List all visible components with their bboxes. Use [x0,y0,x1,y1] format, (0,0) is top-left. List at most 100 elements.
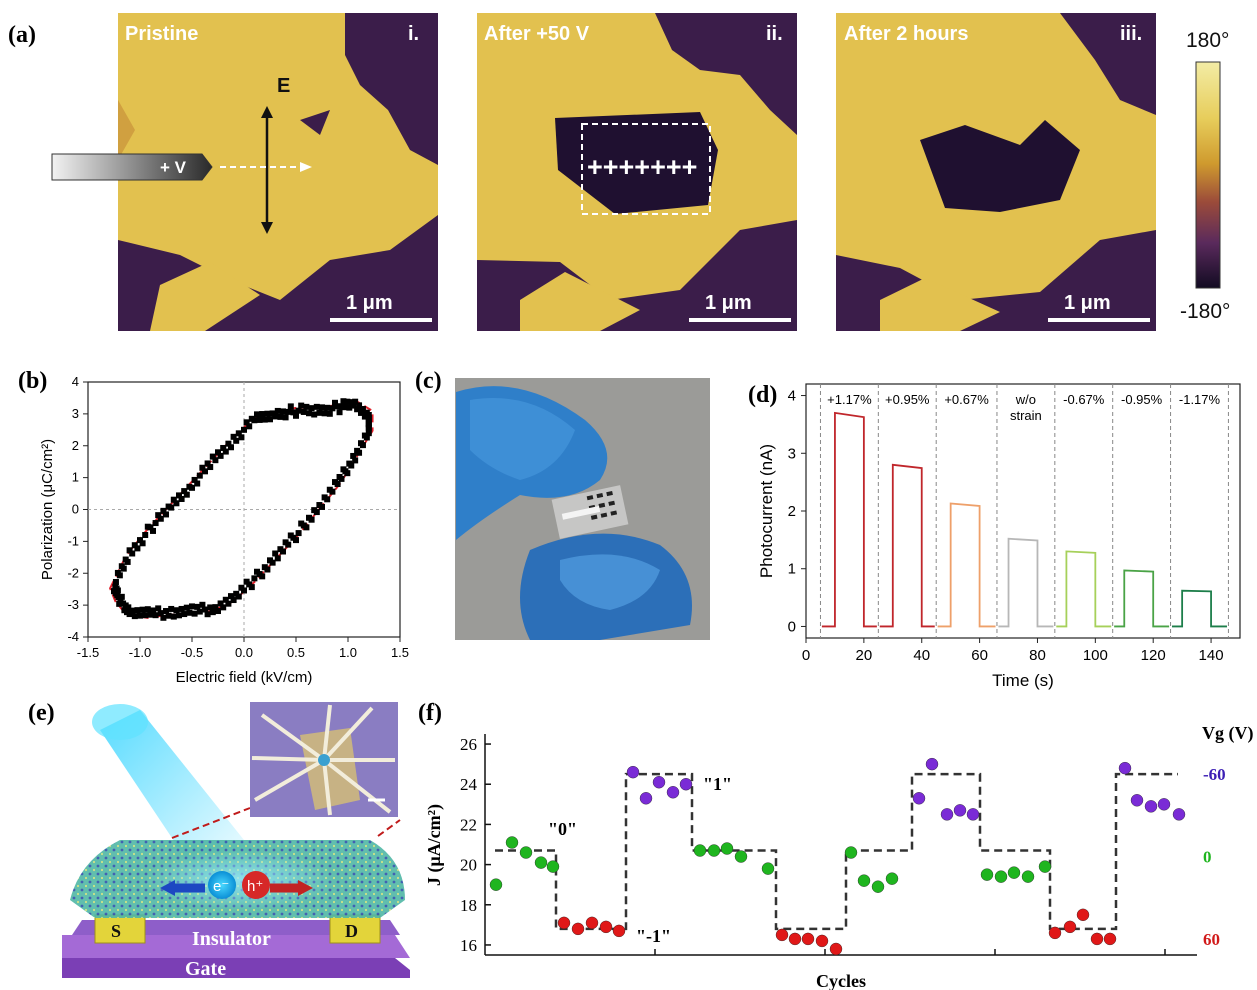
data-point [233,590,240,597]
pfm-title-after-2h: After 2 hours [844,23,968,45]
data-point [170,496,177,503]
data-point [230,597,237,604]
data-point [348,399,355,406]
data-point [251,417,258,424]
data-point [215,449,221,456]
data-point [287,403,294,410]
data-point [272,413,279,420]
data-point [181,611,188,618]
data-point [350,452,357,459]
state-label-minus-one: "-1" [636,926,671,946]
x-tick-label: 0.0 [235,645,253,660]
data-point [885,872,899,885]
data-point [157,515,164,522]
source-electrode [94,914,146,944]
data-point [170,613,177,620]
pfm-index-after-50v: ii. [766,23,783,45]
data-point [612,924,626,938]
y-tick-label: 24 [460,775,478,794]
data-point [137,612,143,619]
probe-tip-label: + V [160,158,187,177]
photocurrent-trace [1056,550,1112,628]
data-point [489,878,503,891]
data-point [940,808,954,821]
data-point [121,607,128,614]
data-point [546,860,560,873]
x-tick-label: 120 [1141,647,1166,664]
data-point [734,850,748,863]
data-point [243,419,250,426]
data-point [829,942,843,956]
x-tick-label: 20 [856,647,873,664]
data-point [147,524,154,531]
y-tick-label: 0 [72,502,79,517]
data-point [350,402,357,409]
data-point [505,836,519,849]
y-tick-label: -4 [67,629,79,644]
data-point [147,611,154,618]
y-tick-label: -1 [67,533,79,548]
data-point [639,792,653,805]
data-point [844,846,858,859]
data-point [254,568,260,575]
hole-label: h⁺ [247,878,263,895]
data-point [220,604,227,611]
strain-label: strain [1010,408,1042,423]
data-point [112,583,119,590]
data-point [599,920,613,934]
data-point [571,922,585,936]
device-schematic: Gate Insulator S D e⁻ h⁺ [62,702,410,980]
data-point [338,403,345,410]
data-point [199,601,206,608]
data-point [261,564,268,571]
insulator-layer [72,920,400,935]
data-point [124,558,131,565]
data-point [316,409,323,416]
data-point [857,874,871,887]
data-point [222,596,229,603]
y-tick-label: 4 [72,374,79,389]
x-tick-label: -1.0 [129,645,151,660]
light-beam [100,710,260,880]
data-point [202,468,208,475]
pfm-map-pristine: Pristine i. E + V 1 μm [51,13,438,331]
x-tick-label: 140 [1199,647,1224,664]
data-point [282,539,289,546]
state-label-one: "1" [703,774,732,794]
pfm-map-after-2h: After 2 hours iii. 1 μm [836,13,1156,331]
data-point [285,408,292,415]
x-tick-label: -1.5 [77,645,99,660]
data-point [311,411,318,418]
pfm-index-after-2h: iii. [1120,23,1142,45]
strain-label: -1.17% [1179,392,1221,407]
data-point [319,404,325,411]
data-point [340,466,347,473]
data-point [228,593,234,600]
pfm-map-after-50v: +++++++ After +50 V ii. 1 μm [477,13,797,331]
y-tick-label: 18 [460,896,477,915]
data-point [129,550,136,557]
data-point [352,398,359,405]
data-point [359,406,366,413]
y-axis-label: J (μA/cm²) [424,804,445,886]
data-point [358,440,364,447]
data-point [329,405,336,412]
data-point [775,928,789,942]
data-point [118,593,125,600]
data-point [342,404,349,411]
photocurrent-trace [937,502,996,628]
data-point [1007,866,1021,879]
drain-electrode [329,914,381,944]
photocurrent-trace [879,463,935,628]
data-point [131,542,138,549]
data-point [157,610,164,617]
y-tick-label: 1 [788,561,796,578]
data-point [173,607,180,614]
data-point [980,868,994,881]
data-point [120,565,127,572]
data-point [1063,920,1077,934]
data-point [534,856,548,869]
data-point [267,416,273,423]
data-point [111,588,118,595]
